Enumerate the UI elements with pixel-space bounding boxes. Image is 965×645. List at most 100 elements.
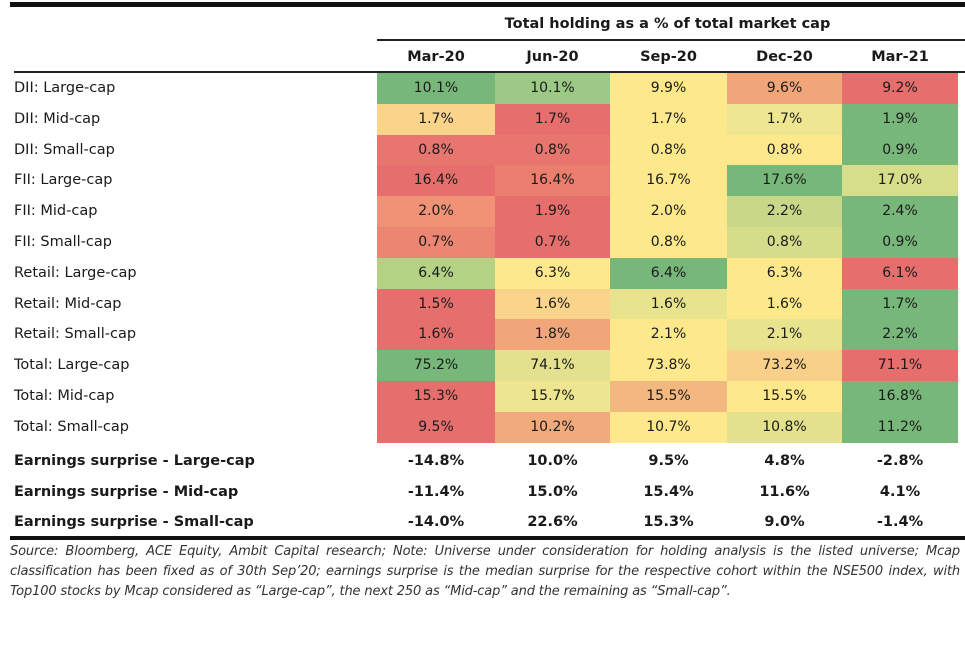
row-label: Retail: Small-cap	[14, 326, 137, 343]
source-footnote: Source: Bloomberg, ACE Equity, Ambit Cap…	[10, 544, 960, 599]
earnings-value: 15.4%	[643, 483, 694, 500]
heatmap-cell: 17.0%	[842, 165, 958, 197]
heatmap-cell: 9.6%	[727, 73, 842, 105]
heatmap-cell: 0.8%	[727, 227, 842, 259]
heatmap-cell: 15.5%	[610, 381, 727, 413]
heatmap-cell: 2.2%	[842, 319, 958, 351]
earnings-value: -1.4%	[876, 514, 924, 530]
heatmap-cell: 1.7%	[610, 103, 727, 136]
earnings-value: -14.0%	[407, 514, 465, 530]
heatmap-cell: 1.6%	[377, 319, 495, 351]
heatmap-cell: 0.8%	[377, 134, 495, 166]
heatmap-cell: 1.6%	[727, 288, 842, 320]
heatmap-cell: 2.0%	[610, 196, 727, 228]
heatmap-cell: 6.3%	[495, 257, 610, 290]
heatmap-cell: 16.4%	[495, 165, 610, 197]
heatmap-cell: 15.7%	[495, 381, 610, 413]
earnings-value: -2.8%	[876, 453, 924, 469]
heatmap-cell: 2.1%	[727, 319, 842, 351]
earnings-row-label: Earnings surprise - Mid-cap	[14, 483, 239, 500]
heatmap-cell: 71.1%	[842, 350, 958, 382]
heatmap-cell: 6.4%	[610, 257, 727, 290]
earnings-value: 4.8%	[764, 453, 805, 469]
heatmap-cell: 75.2%	[377, 350, 495, 382]
column-header-dec-20: Dec-20	[756, 49, 813, 65]
earnings-value: -14.8%	[407, 453, 465, 469]
heatmap-cell: 10.2%	[495, 411, 610, 444]
top-rule	[10, 2, 965, 7]
heatmap-cell: 10.1%	[495, 73, 610, 105]
heatmap-cell: 16.8%	[842, 381, 958, 413]
heatmap-cell: 0.8%	[610, 134, 727, 166]
heatmap-cell: 0.8%	[495, 134, 610, 166]
earnings-value: 11.6%	[759, 483, 810, 500]
heatmap-cell: 1.5%	[377, 288, 495, 320]
heatmap-cell: 73.8%	[610, 350, 727, 382]
column-header-sep-20: Sep-20	[640, 49, 697, 65]
row-label: DII: Large-cap	[14, 80, 116, 96]
earnings-value: 15.3%	[643, 514, 694, 530]
heatmap-cell: 0.8%	[610, 227, 727, 259]
heatmap-cell: 1.7%	[727, 103, 842, 136]
heatmap-cell: 16.4%	[377, 165, 495, 197]
row-label: Retail: Mid-cap	[14, 295, 122, 312]
heatmap-cell: 1.8%	[495, 319, 610, 351]
row-label: Total: Small-cap	[14, 418, 129, 435]
heatmap-cell: 1.6%	[610, 288, 727, 320]
row-label: Total: Mid-cap	[14, 388, 115, 404]
heatmap-cell: 2.1%	[610, 319, 727, 351]
earnings-value: -11.4%	[407, 483, 465, 500]
heatmap-cell: 10.1%	[377, 73, 495, 105]
earnings-value: 9.5%	[648, 453, 689, 469]
heatmap-cell: 2.4%	[842, 196, 958, 228]
heatmap-cell: 74.1%	[495, 350, 610, 382]
column-header-jun-20: Jun-20	[526, 49, 579, 65]
heatmap-cell: 9.9%	[610, 73, 727, 105]
row-label: FII: Large-cap	[14, 172, 113, 189]
heatmap-cell: 15.3%	[377, 381, 495, 413]
table-group-title: Total holding as a % of total market cap	[504, 16, 831, 32]
heatmap-cell: 0.8%	[727, 134, 842, 166]
column-header-mar-21: Mar-21	[871, 49, 929, 65]
row-label: FII: Mid-cap	[14, 203, 98, 220]
earnings-value: 4.1%	[879, 483, 921, 500]
row-label: Total: Large-cap	[14, 357, 130, 374]
heatmap-cell: 0.9%	[842, 134, 958, 166]
heatmap-cell: 17.6%	[727, 165, 842, 197]
heatmap-cell: 9.5%	[377, 411, 495, 444]
heatmap-cell: 6.3%	[727, 257, 842, 290]
earnings-value: 22.6%	[527, 514, 578, 530]
heatmap-cell: 1.7%	[842, 288, 958, 320]
heatmap-cell: 1.7%	[495, 103, 610, 136]
heatmap-cell: 73.2%	[727, 350, 842, 382]
bottom-rule	[10, 536, 965, 540]
heatmap-cell: 1.7%	[377, 103, 495, 136]
heatmap-cell: 1.9%	[495, 196, 610, 228]
heatmap-cell: 1.6%	[495, 288, 610, 320]
earnings-value: 15.0%	[527, 483, 578, 500]
row-label: Retail: Large-cap	[14, 264, 137, 281]
column-header-mar-20: Mar-20	[407, 49, 465, 65]
heatmap-cell: 16.7%	[610, 165, 727, 197]
heatmap-cell: 0.7%	[495, 227, 610, 259]
heatmap-cell: 0.9%	[842, 227, 958, 259]
earnings-row-label: Earnings surprise - Large-cap	[14, 453, 255, 469]
heatmap-cell: 0.7%	[377, 227, 495, 259]
row-label: DII: Mid-cap	[14, 110, 101, 127]
row-label: FII: Small-cap	[14, 234, 112, 250]
group-title-rule	[377, 39, 965, 41]
heatmap-cell: 6.1%	[842, 257, 958, 290]
row-label: DII: Small-cap	[14, 141, 115, 158]
heatmap-cell: 10.7%	[610, 411, 727, 444]
heatmap-cell: 6.4%	[377, 257, 495, 290]
heatmap-cell: 9.2%	[842, 73, 958, 105]
header-rule	[14, 71, 965, 73]
heatmap-cell: 1.9%	[842, 103, 958, 136]
heatmap-cell: 10.8%	[727, 411, 842, 444]
heatmap-cell: 2.2%	[727, 196, 842, 228]
earnings-row-label: Earnings surprise - Small-cap	[14, 514, 254, 530]
heatmap-cell: 11.2%	[842, 411, 958, 444]
earnings-value: 10.0%	[527, 453, 578, 469]
heatmap-cell: 15.5%	[727, 381, 842, 413]
earnings-value: 9.0%	[764, 514, 805, 530]
